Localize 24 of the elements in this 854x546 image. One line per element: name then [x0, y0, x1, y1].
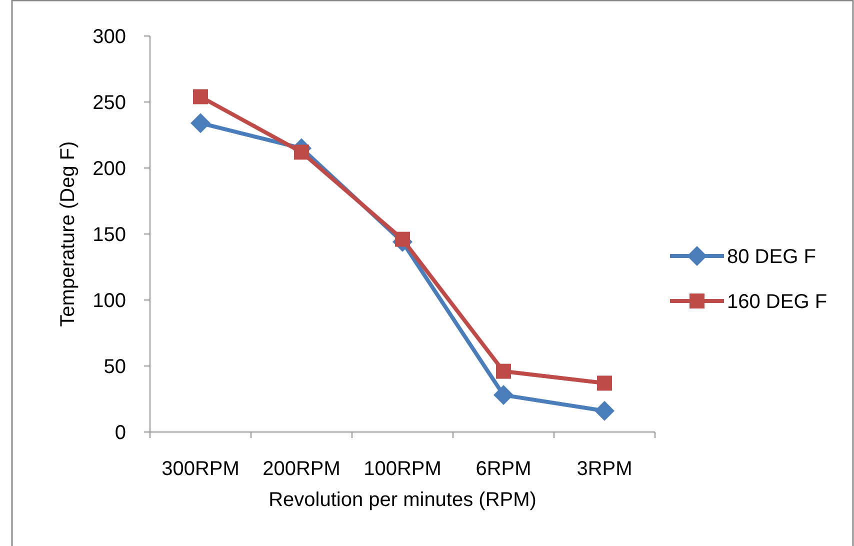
- y-tick-label: 300: [92, 26, 126, 48]
- x-axis-title: Revolution per minutes (RPM): [268, 489, 536, 511]
- legend-label: 160 DEG F: [727, 291, 828, 313]
- point: [190, 113, 210, 134]
- point: [594, 400, 614, 421]
- y-tick-label: 150: [92, 224, 126, 246]
- y-tick-label: 100: [92, 290, 126, 312]
- x-tick-label: 3RPM: [576, 458, 632, 480]
- point: [496, 364, 511, 379]
- y-tick-label: 200: [92, 158, 126, 180]
- point: [294, 144, 309, 160]
- y-axis-title: Temperature (Deg F): [57, 141, 79, 327]
- x-tick-label: 200RPM: [262, 458, 340, 480]
- legend-label: 80 DEG F: [727, 246, 816, 268]
- x-tick-label: 100RPM: [364, 458, 442, 480]
- point: [494, 385, 514, 406]
- point: [193, 89, 208, 104]
- x-tick-label: 300RPM: [162, 458, 240, 480]
- point: [597, 376, 612, 391]
- x-tick-label: 6RPM: [476, 458, 532, 480]
- y-tick-label: 250: [92, 92, 126, 114]
- y-tick-label: 50: [104, 356, 126, 378]
- point: [395, 232, 410, 247]
- y-tick-label: 0: [114, 422, 126, 444]
